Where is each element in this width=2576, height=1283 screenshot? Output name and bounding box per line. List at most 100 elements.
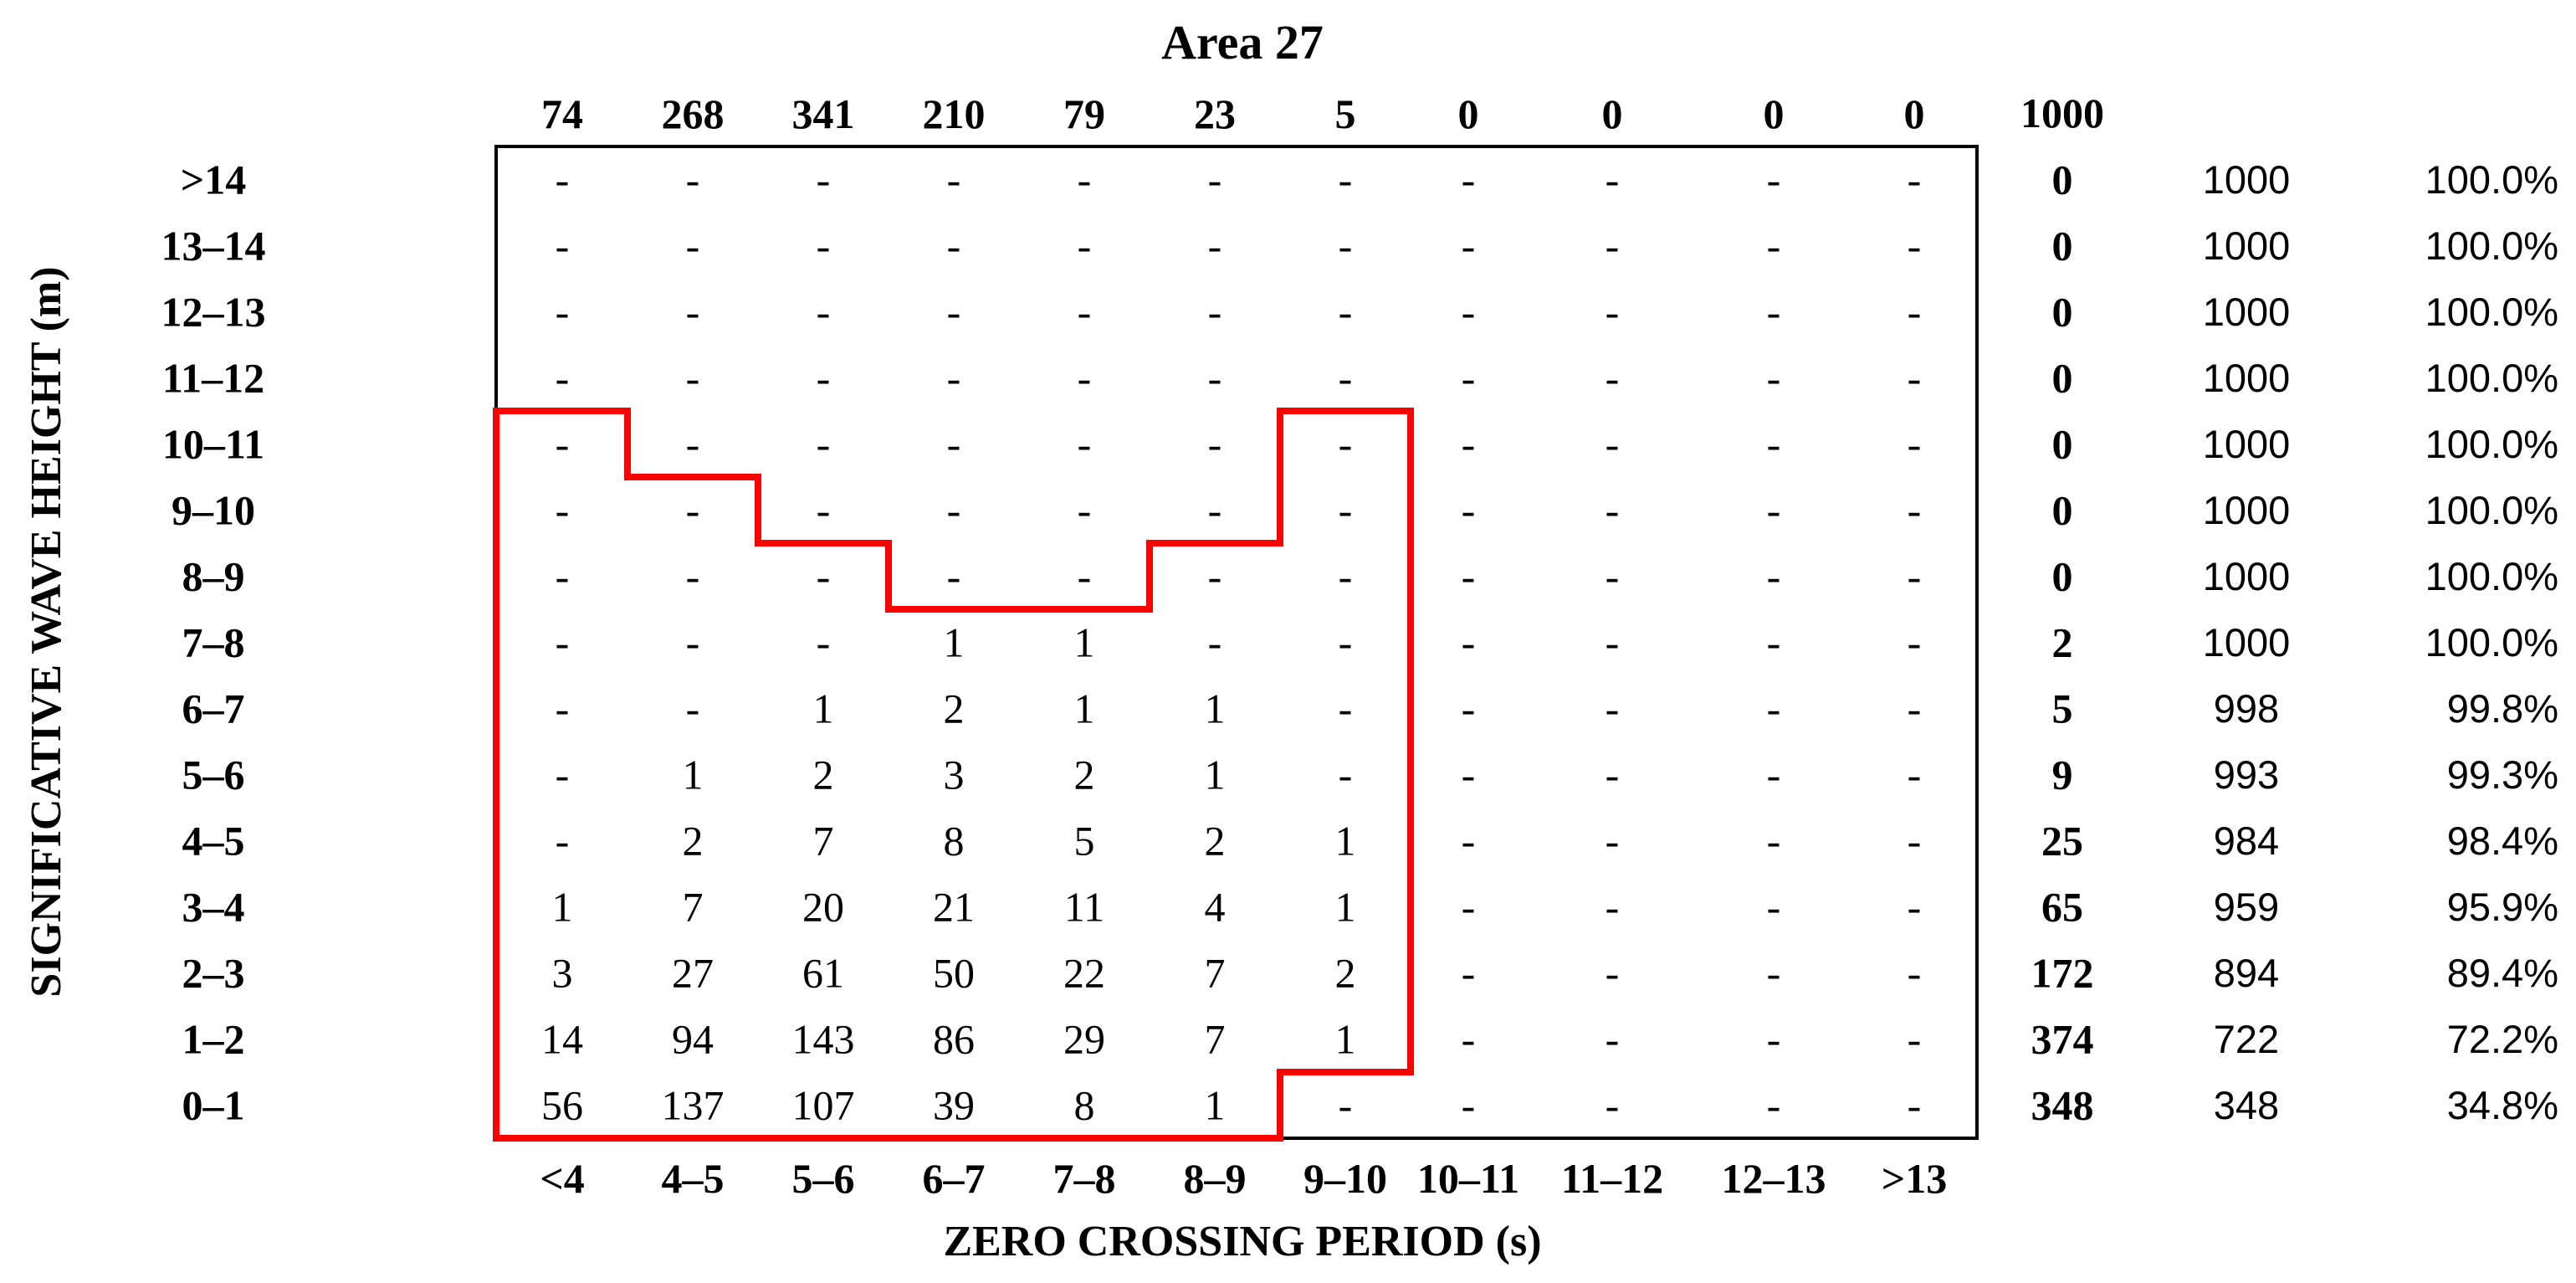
cumulative-percent: 100.0% bbox=[2425, 223, 2558, 268]
column-total: 0 bbox=[1764, 90, 1785, 137]
table-cell: - bbox=[1767, 421, 1781, 468]
column-total: 0 bbox=[1458, 90, 1479, 137]
table-cell: - bbox=[1606, 752, 1620, 798]
row-total: 0 bbox=[2052, 487, 2073, 534]
column-total: 268 bbox=[662, 90, 725, 137]
cumulative-count: 998 bbox=[2214, 686, 2279, 731]
column-total: 23 bbox=[1194, 90, 1236, 137]
column-total: 341 bbox=[792, 90, 855, 137]
table-cell: - bbox=[556, 157, 570, 203]
table-cell: 11 bbox=[1064, 884, 1104, 931]
table-cell: - bbox=[1606, 157, 1620, 203]
y-axis-label: SIGNIFICATIVE WAVE HEIGHT (m) bbox=[23, 266, 70, 997]
cumulative-percent: 34.8% bbox=[2447, 1083, 2558, 1127]
table-cell: 29 bbox=[1063, 1016, 1105, 1063]
table-cell: - bbox=[947, 223, 961, 269]
table-cell: 4 bbox=[1205, 884, 1226, 931]
table-cell: - bbox=[1462, 289, 1476, 336]
cumulative-percent: 100.0% bbox=[2425, 488, 2558, 532]
table-cell: - bbox=[1208, 289, 1222, 336]
table-cell: - bbox=[1462, 1082, 1476, 1129]
table-cell: - bbox=[817, 619, 831, 666]
row-label: 1–2 bbox=[182, 1016, 245, 1063]
table-cell: - bbox=[1767, 1082, 1781, 1129]
table-cell: - bbox=[1606, 950, 1620, 997]
table-cell: - bbox=[686, 223, 700, 269]
table-cell: - bbox=[1339, 355, 1353, 402]
table-cell: 20 bbox=[802, 884, 844, 931]
table-cell: 56 bbox=[541, 1082, 583, 1129]
column-total: 79 bbox=[1063, 90, 1105, 137]
table-cell: - bbox=[1908, 884, 1922, 931]
row-total: 0 bbox=[2052, 355, 2073, 402]
row-label: 9–10 bbox=[172, 487, 255, 534]
column-total: 74 bbox=[541, 90, 583, 137]
table-cell: 7 bbox=[1205, 950, 1226, 997]
table-cell: 2 bbox=[944, 685, 965, 732]
table-cell: 7 bbox=[813, 818, 834, 865]
table-cell: - bbox=[1606, 553, 1620, 600]
table-cell: - bbox=[947, 355, 961, 402]
cumulative-count: 1000 bbox=[2203, 290, 2291, 334]
table-cell: - bbox=[1908, 289, 1922, 336]
table-cell: 2 bbox=[1205, 818, 1226, 865]
row-label: >14 bbox=[181, 157, 247, 203]
table-cell: - bbox=[1078, 157, 1092, 203]
table-cell: - bbox=[1908, 818, 1922, 865]
cumulative-percent: 99.8% bbox=[2447, 686, 2558, 731]
table-cell: 5 bbox=[1074, 818, 1095, 865]
cumulative-count: 1000 bbox=[2203, 356, 2291, 400]
table-cell: 8 bbox=[944, 818, 965, 865]
table-cell: - bbox=[1208, 487, 1222, 534]
cumulative-count: 722 bbox=[2214, 1017, 2279, 1061]
cumulative-count: 1000 bbox=[2203, 620, 2291, 665]
cumulative-percent: 89.4% bbox=[2447, 951, 2558, 995]
column-totals: 74 268 341 210 79 23 5 0 0 0 0 bbox=[541, 90, 1925, 137]
table-cell: - bbox=[556, 421, 570, 468]
table-cell: - bbox=[556, 818, 570, 865]
column-total: 210 bbox=[923, 90, 986, 137]
table-cell: 1 bbox=[1205, 752, 1226, 798]
row-total: 0 bbox=[2052, 553, 2073, 600]
table-cell: 1 bbox=[552, 884, 573, 931]
table-cell: 1 bbox=[1205, 1082, 1226, 1129]
table-cell: - bbox=[1339, 487, 1353, 534]
row-total: 0 bbox=[2052, 421, 2073, 468]
table-cell: - bbox=[1908, 752, 1922, 798]
row-label: 6–7 bbox=[182, 685, 245, 732]
table-cell: - bbox=[1606, 1016, 1620, 1063]
table-cell: 21 bbox=[933, 884, 975, 931]
column-label: 11–12 bbox=[1561, 1155, 1663, 1202]
table-cell: - bbox=[1606, 818, 1620, 865]
table-cell: - bbox=[1908, 223, 1922, 269]
table-cell: - bbox=[1462, 752, 1476, 798]
table-cell: - bbox=[1606, 421, 1620, 468]
column-label: 12–13 bbox=[1722, 1155, 1826, 1202]
cumulative-count: 1000 bbox=[2203, 157, 2291, 202]
cumulative-count: 348 bbox=[2214, 1083, 2279, 1127]
grand-total: 1000 bbox=[2020, 90, 2104, 136]
table-cell: 27 bbox=[672, 950, 714, 997]
cumulative-percent: 100.0% bbox=[2425, 290, 2558, 334]
table-cell: - bbox=[1606, 884, 1620, 931]
table-cell: 1 bbox=[1205, 685, 1226, 732]
table-cell: - bbox=[1339, 223, 1353, 269]
table-cell: - bbox=[686, 553, 700, 600]
table-cell: - bbox=[1462, 619, 1476, 666]
table-cell: - bbox=[1606, 487, 1620, 534]
row-total: 374 bbox=[2031, 1016, 2094, 1063]
table-cell: 7 bbox=[683, 884, 704, 931]
row-label: 3–4 bbox=[182, 884, 245, 931]
table-cell: - bbox=[1208, 157, 1222, 203]
table-cell: - bbox=[556, 487, 570, 534]
cumulative-percent: 95.9% bbox=[2447, 885, 2558, 929]
table-cell: - bbox=[1908, 157, 1922, 203]
table-cell: 1 bbox=[944, 619, 965, 666]
row-total: 25 bbox=[2041, 818, 2083, 865]
table-cell: 1 bbox=[683, 752, 704, 798]
row-total: 0 bbox=[2052, 157, 2073, 203]
table-cell: - bbox=[1208, 223, 1222, 269]
table-cell: 1 bbox=[1335, 884, 1356, 931]
